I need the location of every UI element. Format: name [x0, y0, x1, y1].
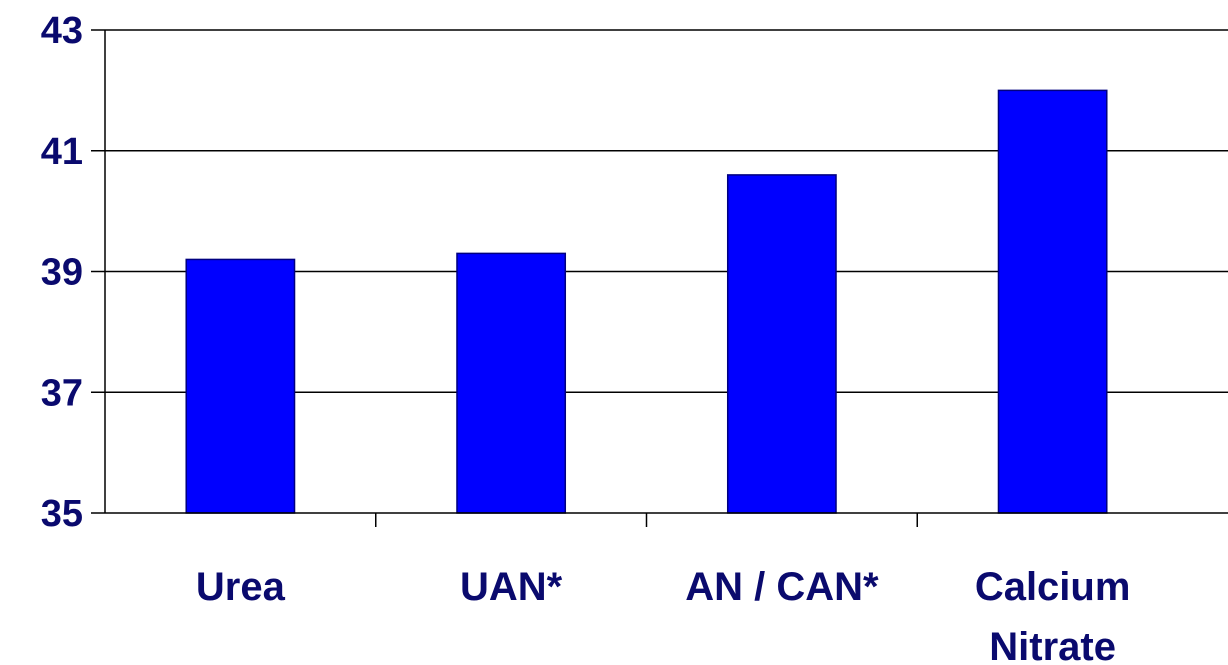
bar-2	[726, 174, 837, 514]
y-tick-label: 43	[41, 10, 83, 52]
x-category-label: AN / CAN*	[685, 565, 879, 609]
x-category-label: Calcium	[975, 565, 1131, 609]
y-tick-label: 35	[41, 493, 83, 535]
bar-3	[997, 89, 1108, 514]
y-tick-label: 39	[41, 252, 83, 294]
bars	[185, 89, 1108, 514]
x-axis-category-labels: Urea UAN* AN / CAN* Calcium Nitrate	[196, 565, 1131, 665]
axes	[91, 29, 1228, 527]
x-category-label: Urea	[196, 565, 286, 609]
y-tick-label: 37	[41, 372, 83, 414]
bar-0	[185, 258, 296, 514]
x-category-label: Nitrate	[989, 625, 1116, 665]
y-axis-tick-labels: 35 37 39 41 43	[41, 10, 83, 535]
bar-1	[456, 252, 567, 514]
y-tick-label: 41	[41, 131, 83, 173]
x-category-label: UAN*	[460, 565, 563, 609]
